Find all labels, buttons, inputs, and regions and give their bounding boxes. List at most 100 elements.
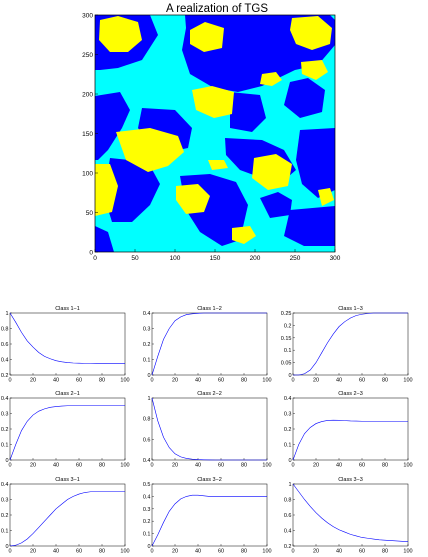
- y-tick-label: 0.2: [284, 427, 292, 433]
- x-tick-label: 100: [170, 255, 181, 262]
- y-tick-label: 0.1: [1, 443, 9, 449]
- x-tick-label: 60: [76, 463, 82, 469]
- series-line: [151, 312, 267, 376]
- y-tick-label: 0.6: [284, 513, 292, 519]
- x-tick-label: 60: [359, 549, 365, 555]
- yellow-region: [208, 160, 228, 170]
- y-tick-label: 0.4: [143, 458, 151, 464]
- y-tick-label: 0.4: [143, 311, 151, 317]
- y-tick-label: 0.4: [284, 396, 292, 402]
- x-tick-label: 80: [241, 549, 247, 555]
- blue-region: [95, 226, 114, 252]
- y-tick-label: 0.1: [284, 348, 292, 354]
- subplot-frame: [151, 483, 268, 547]
- blue-region: [104, 158, 160, 222]
- x-tick-label: 100: [120, 463, 129, 469]
- y-tick-label: 1: [288, 482, 291, 488]
- x-tick-label: 0: [150, 463, 153, 469]
- y-tick-label: 300: [82, 12, 93, 19]
- blue-region: [95, 92, 130, 160]
- subplot-frame: [151, 312, 268, 376]
- x-tick-label: 100: [262, 378, 271, 384]
- x-tick-label: 40: [195, 463, 201, 469]
- x-tick-label: 20: [172, 378, 178, 384]
- x-tick-label: 60: [76, 549, 82, 555]
- x-tick-label: 60: [218, 463, 224, 469]
- subplot-title: Class 2−1: [55, 391, 80, 397]
- y-tick-label: 0.05: [281, 361, 292, 367]
- y-tick-label: 0.3: [284, 412, 292, 418]
- x-tick-label: 100: [120, 549, 129, 555]
- subplot-frame: [9, 312, 126, 376]
- x-tick-label: 0: [291, 378, 294, 384]
- y-tick-label: 100: [82, 170, 93, 177]
- x-tick-label: 60: [218, 378, 224, 384]
- yellow-region: [252, 154, 292, 190]
- y-tick-label: 0.3: [143, 327, 151, 333]
- x-tick-label: 60: [359, 378, 365, 384]
- y-tick-label: 0.1: [143, 532, 151, 538]
- y-tick-label: 50: [86, 210, 94, 217]
- y-tick-label: 0.4: [143, 494, 151, 500]
- x-tick-label: 150: [210, 255, 221, 262]
- subplot-frame: [151, 397, 268, 461]
- blue-region: [284, 206, 335, 246]
- subplot: Class 2−1 0 20 40 60 80 100 0 0.1 0.2 0.3 0.4: [1, 391, 130, 469]
- x-tick-label: 0: [8, 463, 11, 469]
- y-tick-label: 0.25: [281, 311, 292, 317]
- main-plot-title: A realization of TGS: [166, 3, 268, 15]
- x-tick-label: 60: [218, 549, 224, 555]
- subplot: Class 3−2 0 20 40 60 80 100 0 0.1 0.2 0.3 0.4 0.5: [143, 477, 272, 555]
- x-tick-label: 40: [195, 549, 201, 555]
- y-tick-label: 0: [147, 373, 150, 379]
- y-tick-label: 0.15: [281, 336, 292, 342]
- x-tick-label: 80: [99, 378, 105, 384]
- yellow-region: [260, 72, 282, 86]
- subplot-title: Class 3−2: [197, 477, 222, 483]
- y-tick-label: 0.5: [143, 482, 151, 488]
- x-tick-label: 100: [262, 463, 271, 469]
- x-tick-label: 20: [172, 549, 178, 555]
- subplot-title: Class 3−1: [55, 477, 80, 483]
- x-tick-label: 0: [8, 378, 11, 384]
- yellow-region: [116, 128, 184, 172]
- y-tick-label: 0.1: [1, 529, 9, 535]
- yellow-region: [301, 60, 328, 80]
- subplot: Class 2−2 0 20 40 60 80 100 0.4 0.6 0.8 1: [143, 391, 272, 469]
- realization-heatmap: 0 50 100 150 200 250 300 0 50 100 150 200 250 300: [82, 12, 341, 262]
- y-tick-label: 0.4: [1, 482, 9, 488]
- x-tick-label: 40: [336, 378, 342, 384]
- x-tick-label: 20: [172, 463, 178, 469]
- y-tick-label: 0.6: [1, 342, 9, 348]
- x-tick-label: 40: [336, 549, 342, 555]
- x-tick-label: 300: [330, 255, 341, 262]
- y-tick-label: 0.1: [284, 443, 292, 449]
- subplot-title: Class 1−1: [55, 306, 80, 312]
- y-tick-label: 0: [288, 458, 291, 464]
- x-tick-label: 40: [336, 463, 342, 469]
- y-tick-label: 0.2: [143, 342, 151, 348]
- x-tick-label: 80: [99, 549, 105, 555]
- series-line: [9, 312, 125, 364]
- yellow-region: [99, 16, 142, 52]
- y-tick-label: 0.1: [143, 358, 151, 364]
- x-tick-label: 0: [291, 463, 294, 469]
- x-tick-label: 200: [250, 255, 261, 262]
- y-tick-label: 0.2: [1, 427, 9, 433]
- subplot: Class 1−1 0 20 40 60 80 100 0.2 0.4 0.6 0.8 1: [1, 306, 130, 384]
- x-tick-label: 80: [382, 549, 388, 555]
- subplot-frame: [292, 397, 409, 461]
- y-tick-label: 0.2: [284, 323, 292, 329]
- x-tick-label: 80: [382, 463, 388, 469]
- yellow-region: [318, 188, 334, 206]
- subplot-frame: [9, 483, 126, 547]
- x-tick-label: 20: [313, 549, 319, 555]
- y-tick-label: 0: [5, 458, 8, 464]
- x-tick-label: 20: [313, 463, 319, 469]
- x-tick-label: 0: [8, 549, 11, 555]
- y-tick-label: 0: [89, 249, 93, 256]
- x-tick-label: 100: [403, 549, 412, 555]
- subplot-frame: [9, 397, 126, 461]
- subplot: Class 1−2 0 20 40 60 80 100 0 0.1 0.2 0.3 0.4: [143, 306, 272, 384]
